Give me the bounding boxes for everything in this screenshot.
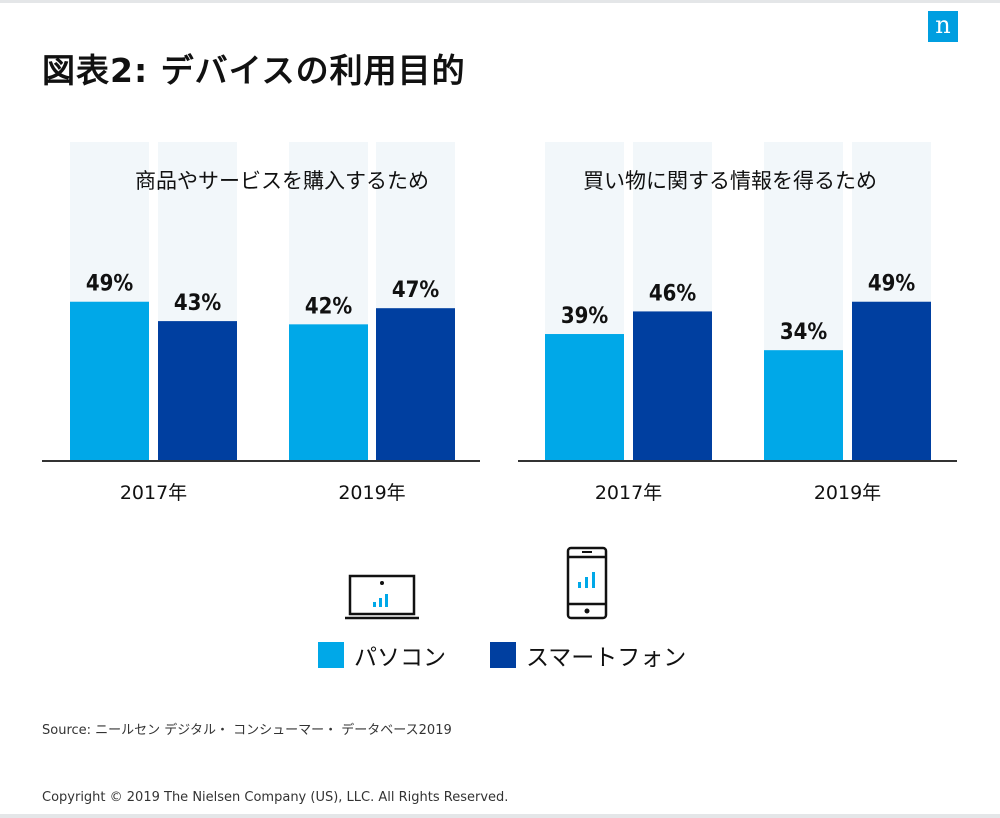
bottom-border — [0, 814, 1000, 818]
bar-chart: 商品やサービスを購入するため 49% 42% 43% 47% 2017年 2019年 買い物に… — [42, 142, 957, 504]
bar — [545, 334, 624, 460]
legend-label-pc: パソコン — [354, 645, 446, 671]
page-title: 図表2: デバイスの利用目的 — [42, 51, 466, 90]
data-label: 34% — [780, 320, 828, 345]
legend-swatch-phone — [490, 642, 516, 668]
x-tick-label: 2019年 — [814, 482, 881, 504]
nielsen-logo: n — [928, 11, 958, 42]
legend-item-phone: スマートフォン — [490, 640, 687, 671]
laptop-icon — [345, 574, 419, 620]
legend-item-pc: パソコン — [318, 640, 446, 671]
x-tick-label: 2019年 — [338, 482, 405, 504]
bar — [158, 321, 237, 460]
bar — [289, 324, 368, 460]
data-label: 43% — [174, 291, 222, 316]
bar — [376, 308, 455, 460]
data-label: 49% — [86, 272, 134, 297]
top-border — [0, 0, 1000, 3]
x-tick-label: 2017年 — [595, 482, 662, 504]
copyright-note: Copyright © 2019 The Nielsen Company (US… — [42, 790, 509, 805]
bar — [764, 350, 843, 460]
source-note: Source: ニールセン デジタル・ コンシューマー・ データベース2019 — [42, 723, 452, 738]
panel-title: 買い物に関する情報を得るため — [583, 169, 877, 193]
bar — [852, 301, 931, 460]
smartphone-icon — [566, 546, 608, 620]
bar — [633, 311, 712, 460]
data-label: 47% — [392, 278, 440, 303]
data-label: 49% — [868, 272, 916, 297]
legend-label-phone: スマートフォン — [526, 645, 687, 671]
panel-title: 商品やサービスを購入するため — [135, 169, 429, 193]
bar — [70, 301, 149, 460]
legend-swatch-pc — [318, 642, 344, 668]
data-label: 46% — [649, 281, 697, 306]
data-label: 42% — [305, 294, 353, 319]
x-tick-label: 2017年 — [120, 482, 187, 504]
data-label: 39% — [561, 304, 609, 329]
